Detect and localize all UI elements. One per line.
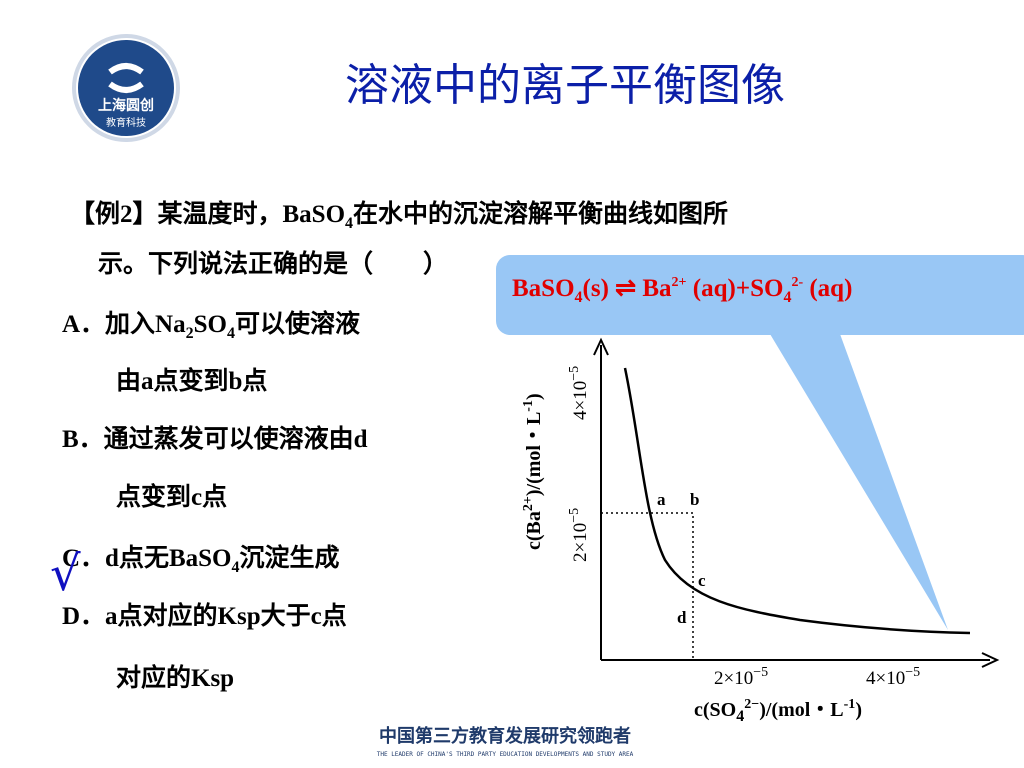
- option: D．a点对应的Ksp大于c点: [62, 601, 347, 630]
- text-part: )/(mol・L: [523, 412, 545, 496]
- text-part: -1: [521, 400, 536, 412]
- point-label: c: [698, 571, 706, 590]
- text-part: 【例2】某温度时，BaSO: [70, 199, 345, 228]
- text-part: (aq): [803, 275, 852, 302]
- guide-line: [601, 512, 694, 660]
- option: B．通过蒸发可以使溶液由d: [62, 424, 368, 453]
- footer-subtitle: THE LEADER OF CHINA'S THIRD PARTY EDUCAT…: [377, 751, 634, 758]
- text-part: 在水中的沉淀溶解平衡曲线如图所: [353, 199, 728, 228]
- text-part: A．加入Na: [62, 310, 186, 338]
- text-part: BaSO: [512, 275, 575, 302]
- text-part: 2+: [672, 275, 687, 290]
- slide-title: 溶液中的离子平衡图像: [345, 60, 785, 111]
- text-part: 可以使溶液: [235, 309, 360, 338]
- text-part: ): [855, 699, 862, 721]
- text-part: )/(mol・L: [759, 699, 843, 721]
- question-line: 示。下列说法正确的是（ ）: [98, 249, 448, 278]
- text-part: 2: [186, 325, 194, 342]
- option: 由a点变到b点: [116, 366, 267, 395]
- point-label: a: [657, 490, 666, 509]
- point-label: d: [677, 608, 687, 627]
- logo: 上海圆创 教育科技: [72, 34, 180, 142]
- text-part: c(SO: [694, 699, 736, 721]
- text-part: 2×10: [570, 523, 591, 562]
- option: C．d点无BaSO4沉淀生成: [62, 543, 340, 576]
- logo-name: 上海圆创: [98, 97, 154, 114]
- question-line: 【例2】某温度时，BaSO4在水中的沉淀溶解平衡曲线如图所: [70, 199, 728, 232]
- text-part: −5: [753, 665, 768, 680]
- graph: a b c d 4×10−5 2×10−5 2×10−5 4×10−5 c(Ba…: [521, 337, 1000, 725]
- logo-tagline: 教育科技: [106, 116, 146, 129]
- text-part: 4: [783, 289, 791, 306]
- text-part: 2-: [791, 275, 803, 290]
- text-part: −5: [567, 366, 582, 381]
- x-tick-label: 4×10−5: [866, 665, 920, 689]
- text-part: SO: [194, 311, 227, 338]
- text-part: 4: [345, 215, 353, 232]
- equation: BaSO4(s) ⇌ Ba2+ (aq)+SO42- (aq): [512, 275, 852, 306]
- text-part: 4: [231, 559, 239, 576]
- text-part: 4: [227, 325, 235, 342]
- option: 对应的Ksp: [116, 663, 234, 692]
- text-part: ): [523, 393, 545, 400]
- curve: [623, 367, 971, 635]
- text-part: C．d点无BaSO: [62, 544, 231, 572]
- text-part: −5: [905, 665, 920, 680]
- text-part: 4×10: [570, 381, 591, 420]
- check-mark: √: [50, 546, 81, 602]
- callout-pointer: [770, 334, 948, 630]
- text-part: 4: [736, 708, 744, 725]
- callout: [496, 255, 1024, 335]
- x-axis-label: c(SO42−)/(mol・L-1): [694, 697, 862, 725]
- text-part: c(Ba: [523, 511, 545, 550]
- option: 点变到c点: [116, 482, 227, 511]
- y-axis-label: c(Ba2+)/(mol・L-1): [521, 393, 545, 550]
- y-tick-label: 4×10−5: [567, 366, 591, 420]
- text-part: 2+: [521, 496, 536, 511]
- text-part: (s) ⇌ Ba: [583, 275, 673, 302]
- text-part: 2×10: [714, 668, 753, 689]
- point-label: b: [690, 490, 699, 509]
- text-part: 沉淀生成: [239, 543, 339, 572]
- text-part: −5: [567, 508, 582, 523]
- text-part: -1: [844, 697, 856, 712]
- x-tick-label: 2×10−5: [714, 665, 768, 689]
- text-part: 2−: [744, 697, 759, 712]
- text-part: 4: [575, 289, 583, 306]
- footer-title: 中国第三方教育发展研究领跑者: [379, 725, 631, 747]
- text-part: 4×10: [866, 668, 905, 689]
- text-part: (aq)+SO: [687, 275, 784, 302]
- option: A．加入Na2SO4可以使溶液: [62, 309, 360, 342]
- y-tick-label: 2×10−5: [567, 508, 591, 562]
